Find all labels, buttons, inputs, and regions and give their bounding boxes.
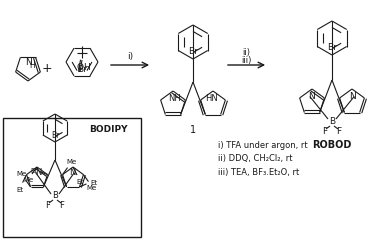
Text: N: N <box>35 168 41 177</box>
Text: N: N <box>69 168 75 177</box>
Text: F: F <box>322 127 327 137</box>
Text: Br: Br <box>327 42 337 52</box>
Text: Et: Et <box>30 168 37 174</box>
Text: N: N <box>25 58 31 67</box>
Text: NH: NH <box>168 94 181 103</box>
Text: H: H <box>84 64 91 72</box>
Text: +: + <box>42 61 52 74</box>
Text: Me: Me <box>67 159 77 165</box>
Text: Me: Me <box>16 171 27 177</box>
Text: O: O <box>77 64 84 72</box>
Text: Et: Et <box>77 179 84 185</box>
Text: ROBOD: ROBOD <box>312 140 352 150</box>
Text: Br: Br <box>77 66 87 74</box>
Text: B: B <box>52 192 58 200</box>
Text: i) TFA under argon, rt: i) TFA under argon, rt <box>218 140 308 150</box>
Text: Br: Br <box>188 47 198 55</box>
Text: Et: Et <box>16 187 23 193</box>
Text: iii) TEA, BF₃.Et₂O, rt: iii) TEA, BF₃.Et₂O, rt <box>218 168 299 178</box>
Text: F: F <box>336 127 342 137</box>
Text: ii) DDQ, CH₂Cl₂, rt: ii) DDQ, CH₂Cl₂, rt <box>218 155 293 163</box>
Text: N: N <box>349 92 356 101</box>
Text: N: N <box>308 92 315 101</box>
Text: HN: HN <box>205 94 218 103</box>
Text: ii): ii) <box>243 48 250 58</box>
Text: Br: Br <box>51 131 59 139</box>
Text: F: F <box>46 200 50 210</box>
Text: B: B <box>329 118 335 126</box>
Text: H: H <box>29 61 35 70</box>
Text: Me: Me <box>86 185 97 191</box>
Text: BODIPY: BODIPY <box>89 126 127 134</box>
Text: Me: Me <box>24 177 34 183</box>
Text: i): i) <box>127 52 133 60</box>
Text: F: F <box>60 200 65 210</box>
Text: Et: Et <box>90 180 97 186</box>
Text: 1: 1 <box>190 125 196 135</box>
Bar <box>3 118 141 237</box>
Text: iii): iii) <box>241 56 252 66</box>
